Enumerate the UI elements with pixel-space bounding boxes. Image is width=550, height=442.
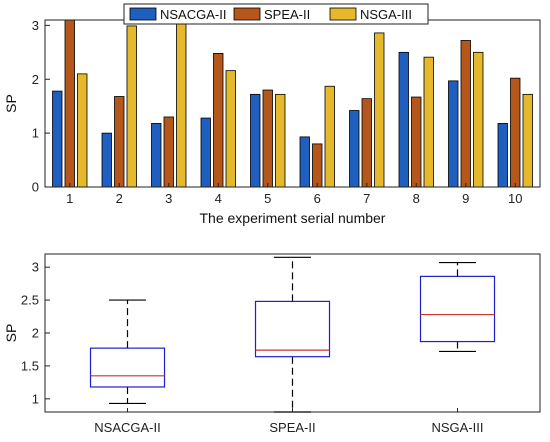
iqr-box xyxy=(254,300,331,358)
box-plot: 1 1.5 2 2.5 3 NSACGA-II SPEA-II NSGA-III SP xyxy=(3,253,541,435)
bar-chart: 0 1 2 3 1 2 3 4 5 6 7 8 9 10 SP The experiment seria… xyxy=(3,3,541,226)
bar-nsga-iii-10 xyxy=(522,93,533,188)
y-tick-label: 1 xyxy=(32,126,39,141)
y-tick-label: 3 xyxy=(32,260,39,275)
y-tick-label: 3 xyxy=(32,18,39,33)
bar-nsacga-ii-5 xyxy=(250,93,261,188)
box-nsga-iii xyxy=(419,261,496,353)
bar-spea-ii-7 xyxy=(361,98,372,188)
legend-label: NSGA-III xyxy=(360,7,412,22)
iqr-box xyxy=(89,347,166,388)
bar-spea-ii-10 xyxy=(510,77,521,188)
bar-spea-ii-5 xyxy=(262,89,273,188)
bar-nsacga-ii-7 xyxy=(349,110,360,188)
y-tick-label: 0 xyxy=(32,180,39,195)
bar-spea-ii-6 xyxy=(312,143,323,188)
x-tick-label: 6 xyxy=(314,191,321,206)
legend: NSACGA-II SPEA-II NSGA-III xyxy=(123,3,429,25)
bar-nsacga-ii-6 xyxy=(299,136,310,188)
x-tick-label: NSACGA-II xyxy=(94,420,160,435)
bar-chart-x-ticks: 1 2 3 4 5 6 7 8 9 10 xyxy=(66,183,522,206)
x-tick-label: 10 xyxy=(508,191,522,206)
box-plot-y-axis-label: SP xyxy=(3,324,19,343)
bar-nsacga-ii-2 xyxy=(101,132,112,188)
bar-nsacga-ii-8 xyxy=(398,51,409,188)
bar-nsacga-ii-1 xyxy=(52,90,63,188)
legend-swatch xyxy=(129,7,157,21)
bar-chart-y-ticks: 0 1 2 3 xyxy=(32,18,50,195)
box-plot-y-ticks: 1 1.5 2 2.5 3 xyxy=(21,260,50,406)
x-tick-label: 2 xyxy=(116,191,123,206)
box-spea-ii xyxy=(254,256,331,413)
x-tick-label: 5 xyxy=(264,191,271,206)
box-nsacga-ii xyxy=(89,299,166,405)
bar-chart-x-axis-label: The experiment serial number xyxy=(200,210,386,226)
box-plot-x-ticks: NSACGA-II SPEA-II NSGA-III xyxy=(94,408,484,435)
bar-spea-ii-9 xyxy=(460,40,471,188)
bar-nsga-iii-1 xyxy=(77,73,88,188)
bar-nsga-iii-7 xyxy=(374,32,385,188)
bar-group xyxy=(52,19,533,188)
bar-nsacga-ii-3 xyxy=(151,123,162,188)
bar-nsga-iii-5 xyxy=(275,93,286,188)
x-tick-label: SPEA-II xyxy=(269,420,315,435)
y-tick-label: 1 xyxy=(32,391,39,406)
x-tick-label: 9 xyxy=(462,191,469,206)
bar-nsga-iii-3 xyxy=(176,21,187,188)
x-tick-label: 3 xyxy=(165,191,172,206)
y-tick-label: 1.5 xyxy=(21,358,39,373)
x-tick-label: 7 xyxy=(363,191,370,206)
legend-label: SPEA-II xyxy=(264,7,310,22)
bar-spea-ii-3 xyxy=(163,116,174,188)
x-tick-label: NSGA-III xyxy=(431,420,483,435)
bar-chart-y-axis-label: SP xyxy=(3,94,19,113)
legend-swatch xyxy=(233,7,261,21)
x-tick-label: 8 xyxy=(413,191,420,206)
iqr-box xyxy=(419,275,496,343)
bar-spea-ii-1 xyxy=(64,19,75,188)
x-tick-label: 4 xyxy=(215,191,222,206)
bar-spea-ii-8 xyxy=(411,96,422,188)
y-tick-label: 2 xyxy=(32,326,39,341)
bar-spea-ii-2 xyxy=(114,96,125,188)
legend-label: NSACGA-II xyxy=(160,7,226,22)
legend-swatch xyxy=(329,7,357,21)
x-tick-label: 1 xyxy=(66,191,73,206)
box-group xyxy=(89,256,496,413)
bar-nsacga-ii-9 xyxy=(448,80,459,188)
bar-nsga-iii-9 xyxy=(473,51,484,188)
bar-nsga-iii-6 xyxy=(324,85,335,188)
bar-nsga-iii-4 xyxy=(225,70,236,188)
bar-nsacga-ii-4 xyxy=(200,117,211,188)
bar-nsga-iii-2 xyxy=(126,25,137,188)
y-tick-label: 2 xyxy=(32,72,39,87)
bar-nsacga-ii-10 xyxy=(497,123,508,188)
bar-nsga-iii-8 xyxy=(423,56,434,188)
y-tick-label: 2.5 xyxy=(21,293,39,308)
bar-spea-ii-4 xyxy=(213,53,224,188)
